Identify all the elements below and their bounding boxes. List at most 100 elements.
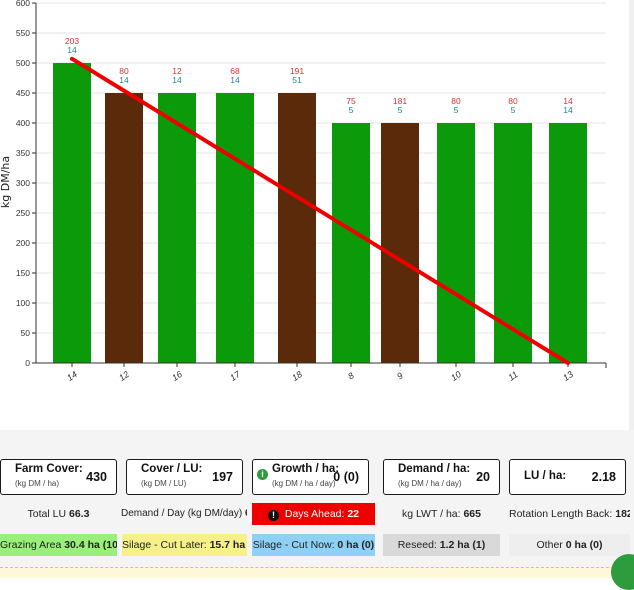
x-tick-label: 16 xyxy=(170,369,184,383)
silage-cut-now-filter[interactable]: Silage - Cut Now: 0 ha (0) xyxy=(252,534,375,556)
data-label-top: 80 xyxy=(119,66,129,76)
bar-8 xyxy=(332,123,370,363)
other-label: Other xyxy=(536,539,563,551)
lu-ha-title: LU / ha: xyxy=(524,470,567,482)
days-ahead-label: Days Ahead: xyxy=(284,508,345,520)
other-filter[interactable]: Other 0 ha (0) xyxy=(509,534,630,556)
total-lu-label: Total LU xyxy=(27,508,67,520)
data-label-top: 75 xyxy=(346,96,356,106)
reseed-label: Reseed: xyxy=(397,539,437,551)
y-tick-label: 100 xyxy=(16,298,30,308)
data-label-top: 12 xyxy=(172,66,182,76)
info-icon[interactable]: i xyxy=(257,469,268,480)
trend-line xyxy=(70,56,570,365)
data-label-bottom: 5 xyxy=(349,105,354,115)
data-label-bottom: 14 xyxy=(230,75,240,85)
data-label-bottom: 14 xyxy=(563,105,573,115)
y-tick-label: 250 xyxy=(16,208,30,218)
farm-cover-unit: (kg DM / ha) xyxy=(15,479,60,488)
bar-17 xyxy=(216,93,254,363)
silage-cut-later-filter[interactable]: Silage - Cut Later: 15.7 ha (7) xyxy=(122,534,247,556)
y-tick-label: 350 xyxy=(16,148,30,158)
silage-later-label: Silage - Cut Later: xyxy=(122,539,207,551)
days-ahead-badge: ! Days Ahead: 22 xyxy=(252,503,375,525)
rotation-label: Rotation Length Back: xyxy=(509,508,613,520)
scrollbar[interactable] xyxy=(629,0,634,430)
demand-unit: (kg DM / ha / day) xyxy=(398,479,462,488)
notice-bar xyxy=(0,567,634,578)
data-label-bottom: 5 xyxy=(398,105,403,115)
reseed-value: 1.2 ha (1) xyxy=(439,539,486,551)
x-tick-label: 14 xyxy=(65,369,79,383)
y-tick-label: 450 xyxy=(16,88,30,98)
demand-box: Demand / ha: (kg DM / ha / day) 20 xyxy=(383,459,500,495)
growth-value: 0 (0) xyxy=(333,470,359,484)
x-axis: 14 12 16 17 18 8 9 10 11 13 xyxy=(36,362,607,383)
demand-title: Demand / ha: xyxy=(398,463,471,475)
rotation-value: 182 xyxy=(615,508,630,520)
x-tick-label: 18 xyxy=(290,369,304,383)
y-tick-label: 200 xyxy=(16,238,30,248)
bar-16 xyxy=(158,93,196,363)
data-label-top: 14 xyxy=(563,96,573,106)
x-tick-label: 11 xyxy=(506,369,519,383)
x-tick-label: 8 xyxy=(346,370,356,381)
total-lu-value: 66.3 xyxy=(69,508,90,520)
cover-lu-unit: (kg DM / LU) xyxy=(141,479,187,488)
demand-day-label: Demand / Day (kg DM/day) xyxy=(121,508,243,519)
data-label-top: 191 xyxy=(290,66,304,76)
y-tick-label: 0 xyxy=(25,358,30,368)
y-tick-label: 150 xyxy=(16,268,30,278)
bar-14 xyxy=(53,63,91,363)
growth-unit: (kg DM / ha / day) xyxy=(272,479,336,488)
farm-cover-box: Farm Cover: (kg DM / ha) 430 xyxy=(0,459,117,495)
data-label-top: 181 xyxy=(393,96,407,106)
x-tick-label: 13 xyxy=(561,369,575,383)
lu-ha-value: 2.18 xyxy=(591,470,616,484)
data-label-top: 203 xyxy=(65,36,79,46)
bar-18 xyxy=(278,93,316,363)
lu-per-ha-box: LU / ha: 2.18 xyxy=(509,459,626,495)
rotation-length: Rotation Length Back: 182 xyxy=(509,503,630,525)
lwt-per-ha: kg LWT / ha: 665 xyxy=(383,503,500,525)
days-ahead-value: 22 xyxy=(347,508,360,520)
data-label-top: 68 xyxy=(230,66,240,76)
trend-line-path xyxy=(70,56,570,365)
reseed-filter[interactable]: Reseed: 1.2 ha (1) xyxy=(383,534,500,556)
chat-button[interactable] xyxy=(611,554,634,590)
demand-per-day: Demand / Day (kg DM/day) 620 xyxy=(121,503,247,525)
lwt-label: kg LWT / ha: xyxy=(401,508,461,520)
y-axis-label: kg DM/ha xyxy=(0,156,12,208)
y-tick-label: 50 xyxy=(21,328,31,338)
growth-title: Growth / ha: xyxy=(272,463,340,475)
data-label-bottom: 14 xyxy=(119,75,129,85)
cover-per-lu-box: Cover / LU: (kg DM / LU) 197 xyxy=(126,459,243,495)
data-label-bottom: 14 xyxy=(67,45,77,55)
y-tick-label: 300 xyxy=(16,178,30,188)
total-lu: Total LU 66.3 xyxy=(0,503,117,525)
data-label-bottom: 5 xyxy=(454,105,459,115)
farm-cover-title: Farm Cover: xyxy=(15,463,83,475)
bar-10 xyxy=(437,123,475,363)
lwt-value: 665 xyxy=(463,508,481,520)
y-tick-label: 600 xyxy=(16,0,30,8)
y-tick-label: 400 xyxy=(16,118,30,128)
x-tick-label: 9 xyxy=(395,370,405,381)
bars xyxy=(53,63,587,363)
data-label-bottom: 51 xyxy=(292,75,302,85)
demand-value: 20 xyxy=(476,470,490,484)
farm-cover-value: 430 xyxy=(86,470,107,484)
x-tick-label: 12 xyxy=(117,369,131,383)
growth-box: i Growth / ha: (kg DM / ha / day) 0 (0) xyxy=(252,459,369,495)
data-label-top: 80 xyxy=(451,96,461,106)
silage-later-value: 15.7 ha (7) xyxy=(209,539,247,551)
silage-now-value: 0 ha (0) xyxy=(337,539,375,551)
bar-9 xyxy=(381,123,419,363)
grazing-area-filter[interactable]: Grazing Area 30.4 ha (10) xyxy=(0,534,117,556)
summary-panel: Farm Cover: (kg DM / ha) 430 Cover / LU:… xyxy=(0,430,634,578)
data-label-bottom: 5 xyxy=(511,105,516,115)
bar-13 xyxy=(549,123,587,363)
grazing-value: 30.4 ha (10) xyxy=(64,539,117,551)
y-tick-label: 500 xyxy=(16,58,30,68)
